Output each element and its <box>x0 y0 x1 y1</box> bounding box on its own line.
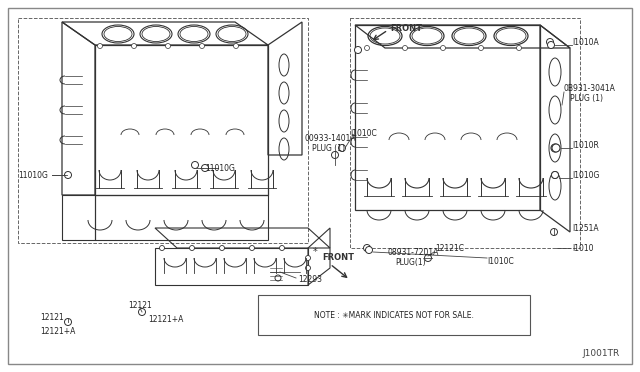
Circle shape <box>65 171 72 179</box>
Circle shape <box>200 44 205 48</box>
Circle shape <box>166 44 170 48</box>
Circle shape <box>552 171 559 179</box>
Circle shape <box>220 246 225 250</box>
Circle shape <box>551 144 559 152</box>
Text: PLUG (1): PLUG (1) <box>312 144 345 153</box>
Text: I1010R: I1010R <box>572 141 599 150</box>
Text: 08931-7201A: 08931-7201A <box>388 247 440 257</box>
Circle shape <box>202 164 209 171</box>
Text: J1001TR: J1001TR <box>583 349 620 358</box>
Text: FRONT: FRONT <box>390 23 422 32</box>
Circle shape <box>547 38 554 45</box>
Circle shape <box>280 246 285 250</box>
Circle shape <box>550 228 557 235</box>
Text: 11010G: 11010G <box>205 164 235 173</box>
Text: 12121: 12121 <box>40 314 64 323</box>
Circle shape <box>97 44 102 48</box>
Text: PLUG(1): PLUG(1) <box>395 257 426 266</box>
Text: *: * <box>312 247 317 257</box>
Circle shape <box>364 244 371 251</box>
Text: I1010C: I1010C <box>487 257 514 266</box>
Circle shape <box>65 318 72 326</box>
Bar <box>18 18 308 243</box>
Circle shape <box>516 45 522 51</box>
Circle shape <box>403 45 408 51</box>
Text: I1010G: I1010G <box>572 170 600 180</box>
Circle shape <box>479 45 483 51</box>
Text: 00933-1401A: 00933-1401A <box>305 134 356 142</box>
Circle shape <box>189 246 195 250</box>
Text: 12121+A: 12121+A <box>40 327 76 337</box>
Circle shape <box>365 247 372 253</box>
Text: I1010A: I1010A <box>572 38 599 46</box>
Text: I1010: I1010 <box>572 244 593 253</box>
Text: 11010G: 11010G <box>18 170 48 180</box>
Circle shape <box>305 256 310 260</box>
Circle shape <box>552 171 559 179</box>
Text: I1251A: I1251A <box>572 224 598 232</box>
Circle shape <box>365 45 369 51</box>
Circle shape <box>131 44 136 48</box>
Text: PLUG (1): PLUG (1) <box>570 93 603 103</box>
Circle shape <box>355 46 362 54</box>
Text: 12121C: 12121C <box>435 244 464 253</box>
Circle shape <box>552 144 560 152</box>
Circle shape <box>305 266 310 270</box>
Text: I1010C: I1010C <box>350 128 377 138</box>
Text: 12293: 12293 <box>298 276 322 285</box>
Text: 12121+A: 12121+A <box>148 315 184 324</box>
Circle shape <box>440 45 445 51</box>
Bar <box>350 18 580 248</box>
Text: 0B931-3041A: 0B931-3041A <box>564 83 616 93</box>
Circle shape <box>191 161 198 169</box>
Text: NOTE : ✳MARK INDICATES NOT FOR SALE.: NOTE : ✳MARK INDICATES NOT FOR SALE. <box>314 311 474 320</box>
Circle shape <box>547 42 554 48</box>
Circle shape <box>339 144 346 151</box>
Circle shape <box>138 308 145 315</box>
Text: FRONT: FRONT <box>322 253 354 263</box>
Text: 12121: 12121 <box>128 301 152 310</box>
Circle shape <box>424 254 431 262</box>
Bar <box>258 295 530 335</box>
Circle shape <box>250 246 255 250</box>
Circle shape <box>159 246 164 250</box>
Circle shape <box>234 44 239 48</box>
Circle shape <box>332 151 339 158</box>
Circle shape <box>275 275 281 281</box>
